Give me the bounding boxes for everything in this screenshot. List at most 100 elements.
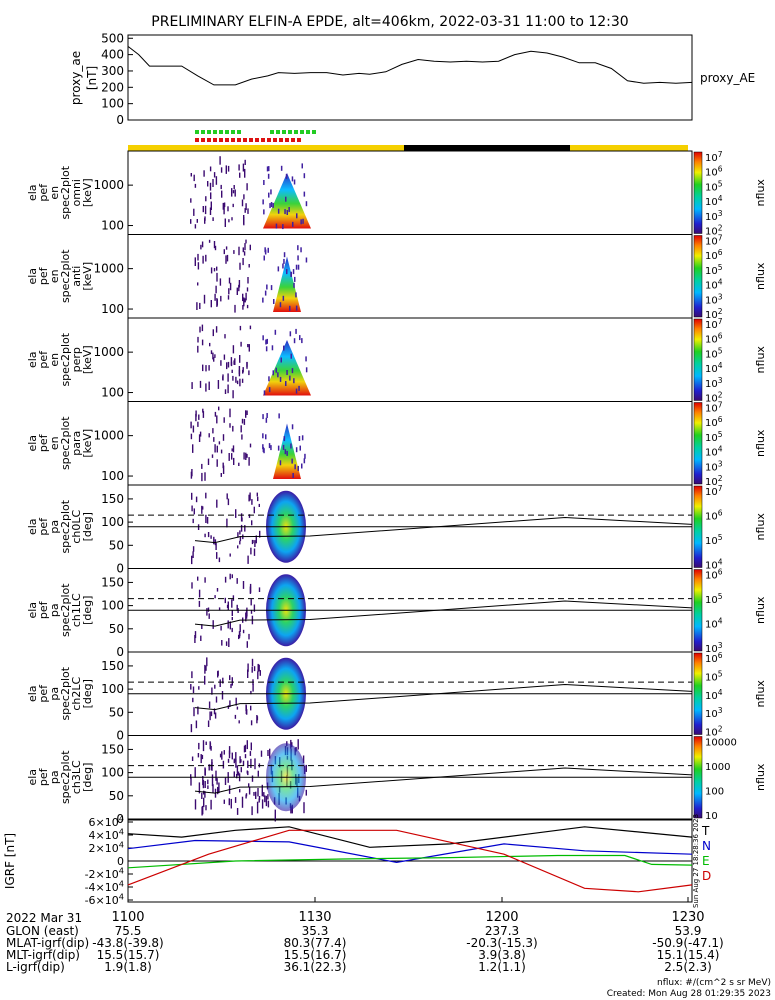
noise-streak: [192, 697, 194, 703]
noise-streak: [258, 587, 261, 592]
noise-streak: [254, 758, 256, 770]
noise-streak: [238, 631, 241, 639]
colorbar-tick-label: 105: [705, 263, 723, 277]
noise-streak: [253, 506, 255, 514]
spec-ytick-label: 100: [101, 219, 124, 233]
spec-ytick-label: 100: [101, 599, 124, 613]
noise-streak: [213, 241, 216, 249]
noise-streak: [247, 555, 249, 564]
flux-streak: [295, 388, 298, 394]
proxy-ae-panel: 0 100 200 300 400 500 proxy_AE proxy_ae [nT]: [69, 31, 755, 127]
noise-streak: [210, 267, 213, 274]
noise-streak: [204, 664, 206, 674]
flux-streak: [291, 368, 294, 374]
noise-streak: [207, 607, 210, 612]
spec-ytick-label: 50: [109, 622, 124, 636]
noise-streak: [202, 776, 204, 786]
x-tick-label: 1130: [298, 910, 331, 925]
science-red-mark: [219, 138, 223, 142]
noise-streak: [210, 711, 213, 717]
x-tick-label: 1200: [485, 910, 518, 925]
noise-streak: [227, 165, 230, 172]
noise-streak: [239, 378, 241, 387]
flux-streak: [293, 338, 296, 344]
footer-date: 2022 Mar 31: [6, 911, 83, 925]
units-note: nflux: #/(cm^2 s sr MeV): [657, 978, 771, 988]
noise-streak: [213, 536, 215, 545]
spec-label: [deg]: [81, 679, 94, 708]
noise-streak: [215, 326, 218, 333]
spec-label: omni: [70, 179, 83, 206]
noise-streak: [211, 774, 214, 787]
noise-streak: [217, 670, 219, 676]
spec-ytick-label: 100: [101, 515, 124, 529]
noise-streak: [230, 683, 232, 689]
spec-ytick-label: 1000: [93, 429, 124, 443]
noise-streak: [210, 350, 213, 355]
noise-streak: [200, 244, 202, 250]
flux-streak: [295, 264, 298, 270]
noise-streak: [233, 758, 235, 764]
flux-streak: [284, 209, 286, 215]
noise-streak: [236, 765, 239, 776]
footer-label: GLON (east): [6, 924, 79, 938]
flux-streak: [295, 292, 297, 298]
noise-streak: [243, 194, 245, 200]
noise-streak: [274, 809, 276, 822]
noise-streak: [198, 414, 200, 420]
flux-streak: [293, 179, 296, 185]
noise-streak: [238, 164, 240, 171]
noise-streak: [264, 795, 266, 803]
noise-streak: [213, 172, 216, 178]
spec-label: [deg]: [81, 512, 94, 541]
noise-streak: [216, 445, 218, 453]
noise-streak: [236, 380, 239, 385]
flux-streak: [266, 284, 268, 290]
noise-streak: [202, 364, 204, 372]
science-green-mark: [312, 130, 316, 134]
noise-streak: [260, 750, 263, 757]
noise-streak: [208, 381, 210, 390]
noise-streak: [243, 452, 245, 460]
footer-label: MLAT-igrf(dip): [6, 936, 90, 950]
flux-streak: [264, 290, 267, 296]
noise-streak: [291, 742, 293, 748]
colorbar-tick-label: 106: [705, 509, 723, 523]
flux-streak: [297, 245, 299, 251]
footer-value: 15.5(16.7): [283, 948, 347, 962]
noise-streak: [219, 156, 221, 165]
noise-streak: [231, 617, 233, 621]
noise-streak: [195, 720, 198, 729]
noise-streak: [219, 753, 222, 758]
noise-streak: [231, 610, 233, 616]
ae-ylabel-unit: [nT]: [85, 66, 99, 90]
noise-streak: [257, 663, 259, 672]
noise-streak: [245, 610, 248, 619]
noise-streak: [244, 168, 246, 178]
noise-streak: [216, 266, 218, 271]
spec-ytick-label: 150: [101, 742, 124, 756]
noise-streak: [245, 203, 247, 211]
colorbar-tick-label: 103: [705, 376, 723, 390]
noise-streak: [203, 170, 205, 177]
colorbar-tick-label: 106: [705, 332, 723, 346]
noise-streak: [229, 408, 231, 418]
noise-streak: [210, 535, 212, 539]
spec-label: [deg]: [81, 596, 94, 625]
noise-streak: [233, 360, 235, 365]
spec-ytick-label: 150: [101, 492, 124, 506]
spec-label: spec2plot: [59, 416, 72, 470]
noise-streak: [219, 679, 221, 687]
flux-streak: [291, 424, 294, 430]
noise-streak: [201, 806, 203, 816]
noise-streak: [239, 355, 241, 363]
noise-streak: [231, 448, 233, 452]
noise-streak: [222, 760, 225, 769]
spec-label: [keV]: [81, 178, 94, 207]
spec-label: en: [48, 186, 61, 200]
noise-streak: [194, 635, 196, 643]
noise-streak: [242, 367, 244, 373]
noise-streak: [234, 304, 236, 313]
noise-streak: [239, 624, 241, 633]
spec-ytick-label: 1000: [93, 262, 124, 276]
